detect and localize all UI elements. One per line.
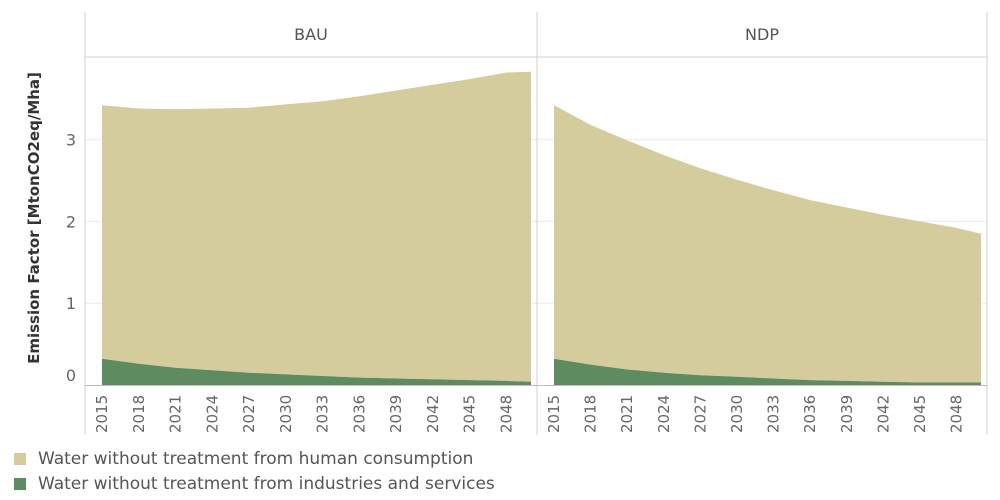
y-axis-label: Emission Factor [MtonCO2eq/Mha] xyxy=(25,72,43,364)
x-tick-label: 2021 xyxy=(167,395,185,433)
x-tick-label: 2021 xyxy=(618,395,636,433)
x-tick-label: 2018 xyxy=(130,395,148,433)
legend-swatch-industry xyxy=(14,477,26,490)
x-tick-label: 2036 xyxy=(350,395,368,433)
area-industry-ndp xyxy=(554,358,981,385)
legend-label-human: Water without treatment from human consu… xyxy=(38,448,474,469)
y-tick-label: 1 xyxy=(66,294,76,313)
x-tick-label: 2042 xyxy=(424,395,442,433)
x-tick-label: 2039 xyxy=(387,395,405,433)
x-tick-label: 2033 xyxy=(314,395,332,433)
x-tick-label: 2027 xyxy=(691,395,709,433)
legend-label-industry: Water without treatment from industries … xyxy=(38,473,495,494)
y-tick-label: 2 xyxy=(66,212,76,231)
legend-item-industry: Water without treatment from industries … xyxy=(14,471,495,496)
x-tick-label: 2048 xyxy=(948,395,966,433)
x-tick-label: 2042 xyxy=(874,395,892,433)
area-human-ndp xyxy=(554,105,981,383)
panel-title: NDP xyxy=(745,25,779,44)
x-tick-label: 2039 xyxy=(838,395,856,433)
x-tick-label: 2024 xyxy=(203,395,221,433)
legend-item-human: Water without treatment from human consu… xyxy=(14,446,495,471)
y-tick-label: 0 xyxy=(66,366,76,385)
x-tick-label: 2045 xyxy=(461,395,479,433)
area-industry-bau xyxy=(102,358,531,385)
x-tick-label: 2036 xyxy=(801,395,819,433)
x-tick-label: 2030 xyxy=(277,395,295,433)
legend: Water without treatment from human consu… xyxy=(14,446,495,496)
x-tick-label: 2015 xyxy=(545,395,563,433)
x-tick-label: 2027 xyxy=(240,395,258,433)
legend-swatch-human xyxy=(14,452,26,465)
x-tick-label: 2024 xyxy=(655,395,673,433)
area-human-bau xyxy=(102,71,531,382)
x-tick-label: 2033 xyxy=(765,395,783,433)
x-tick-label: 2015 xyxy=(93,395,111,433)
x-tick-label: 2048 xyxy=(498,395,516,433)
y-tick-label: 3 xyxy=(66,131,76,150)
x-tick-label: 2018 xyxy=(582,395,600,433)
x-tick-label: 2030 xyxy=(728,395,746,433)
x-tick-label: 2045 xyxy=(911,395,929,433)
panel-title: BAU xyxy=(294,25,328,44)
